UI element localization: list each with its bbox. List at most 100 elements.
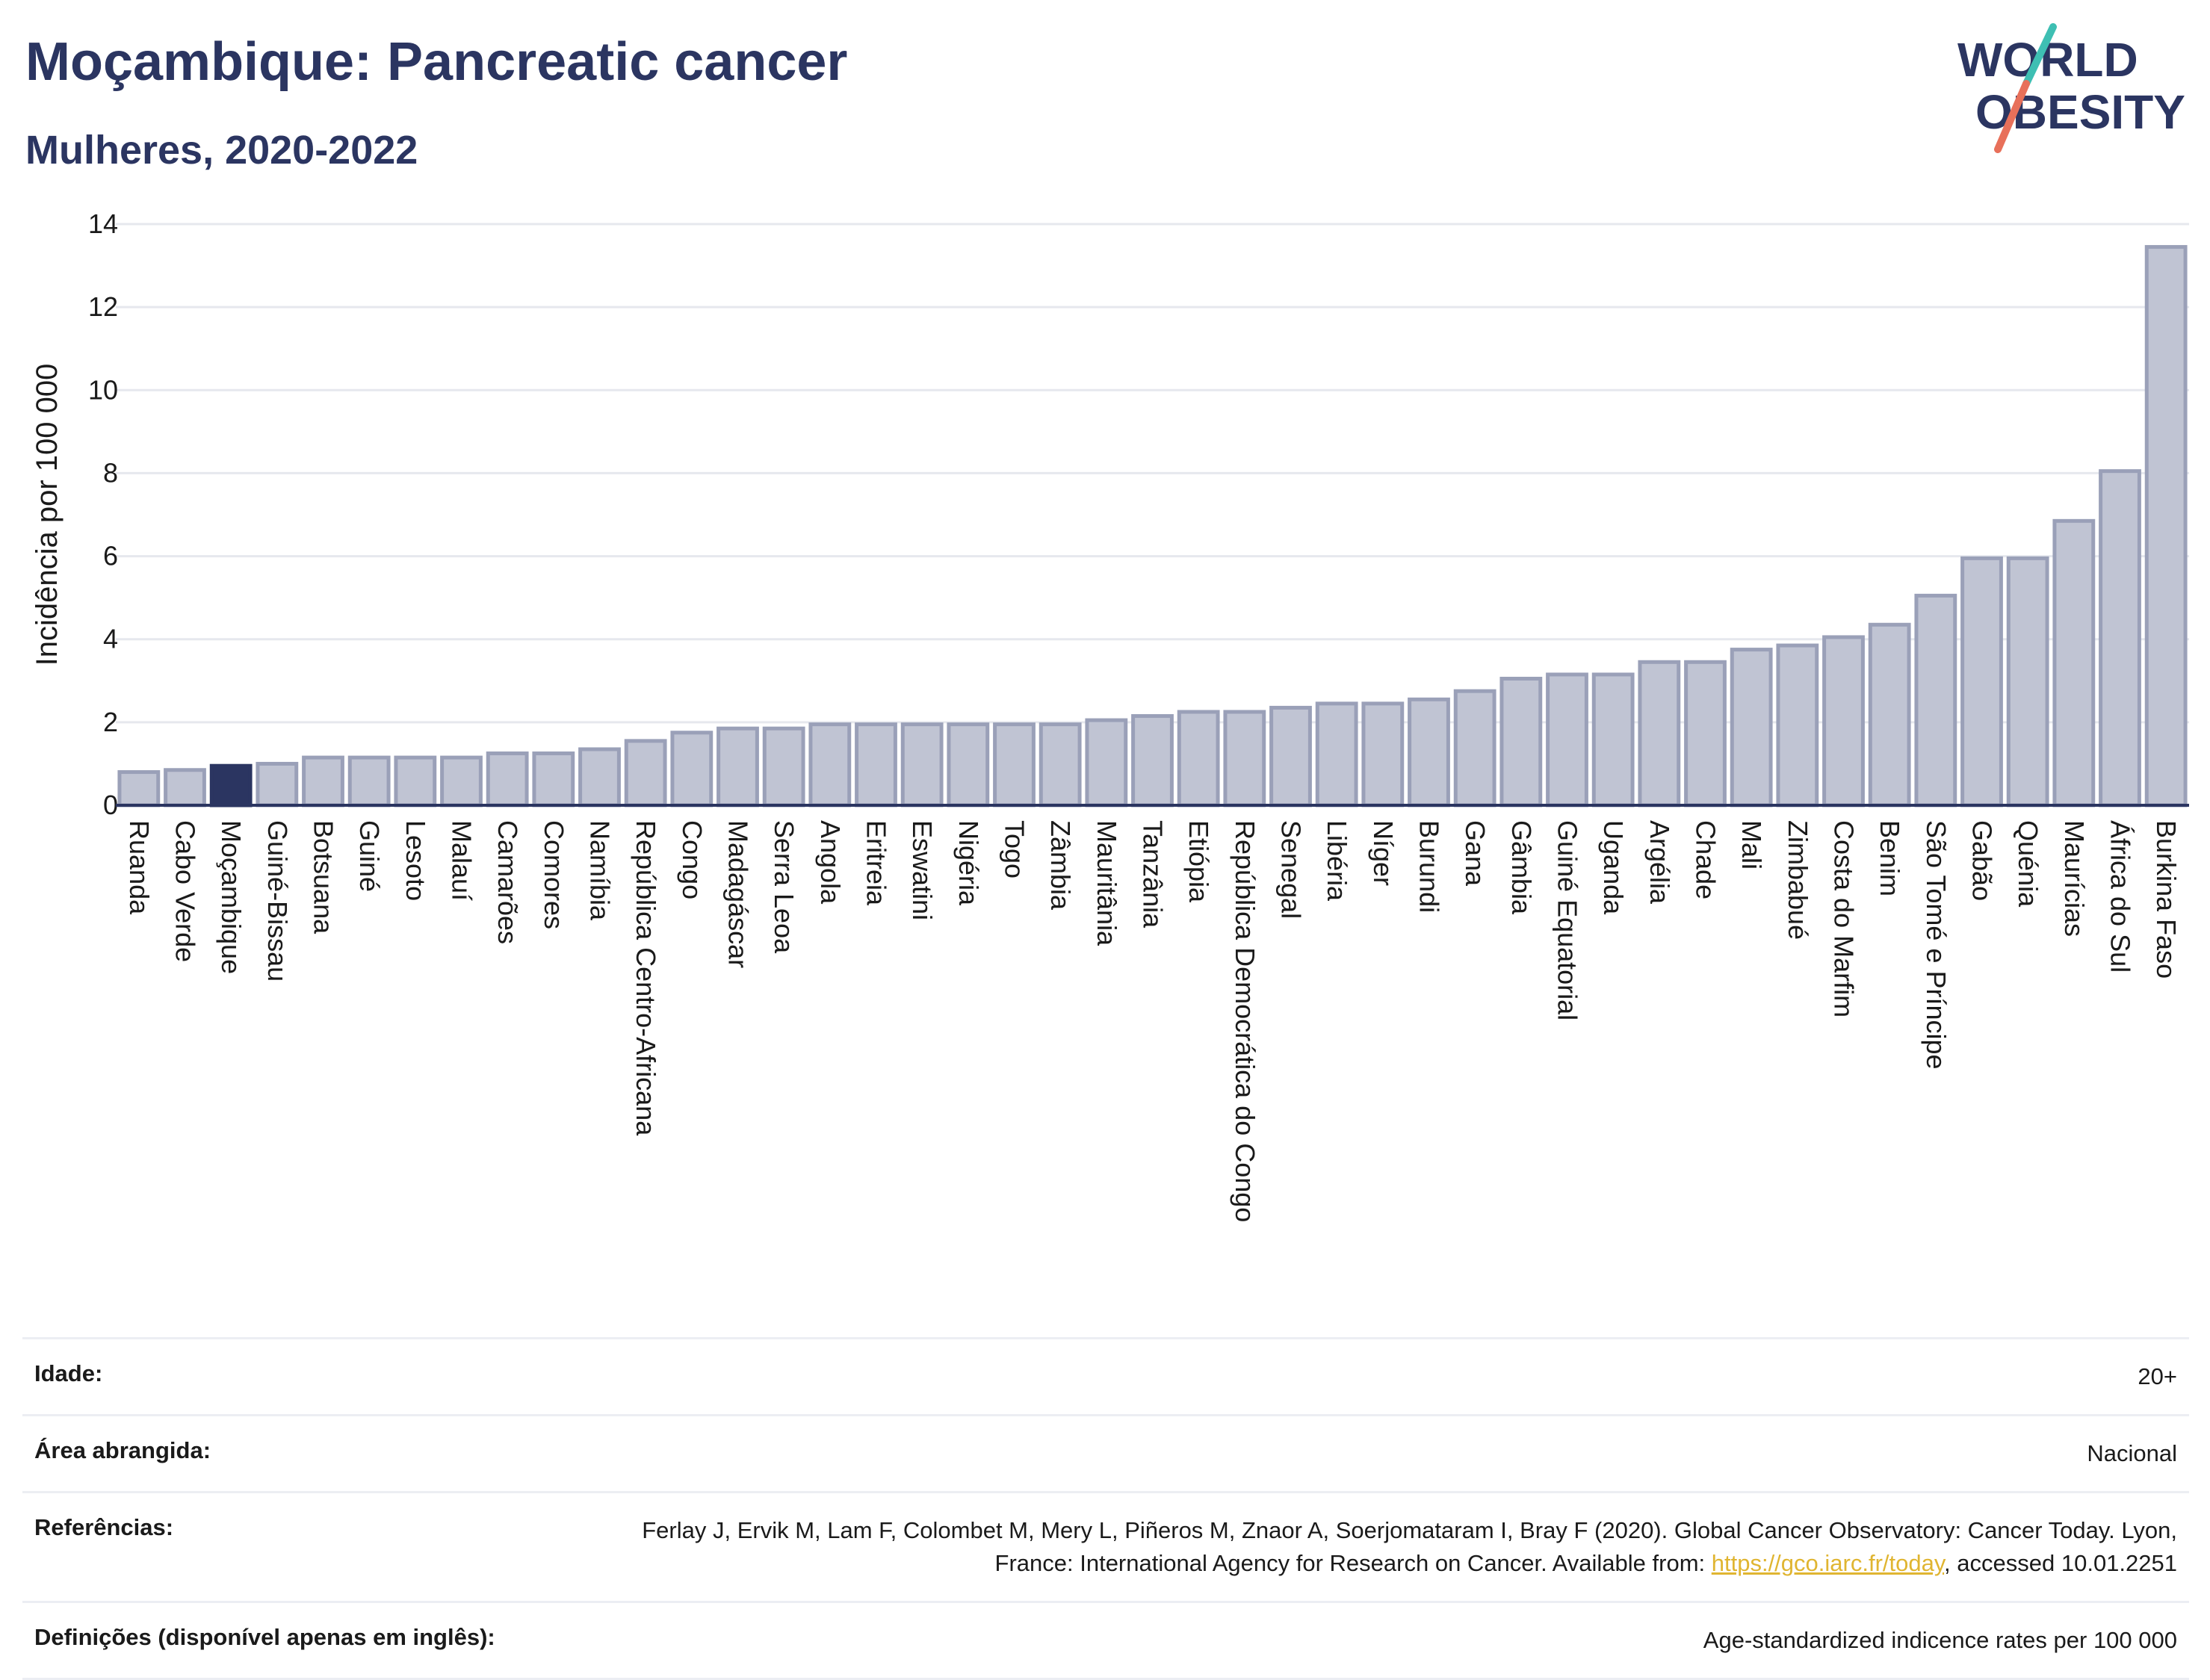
x-tick-label: Gâmbia (1506, 820, 1537, 915)
bar-libéria[interactable] (1315, 701, 1358, 808)
x-tick-label: Tanzânia (1138, 820, 1169, 929)
bar-serra-leoa[interactable] (762, 726, 805, 808)
bar-eswatini[interactable] (900, 722, 944, 808)
bar-argélia[interactable] (1638, 660, 1681, 808)
logo-slash-coral (1994, 80, 2030, 153)
bar-costa-do-marfim[interactable] (1822, 635, 1865, 808)
info-row-age: Idade: 20+ (22, 1337, 2189, 1414)
x-tick-label: Lesoto (400, 820, 431, 901)
bar-guiné-equatorial[interactable] (1546, 672, 1588, 808)
y-tick-label: 14 (88, 208, 118, 239)
x-tick-label: Namíbia (585, 820, 616, 921)
x-tick-label: Nigéria (953, 820, 984, 906)
bar-níger[interactable] (1361, 701, 1405, 808)
x-tick-label: Libéria (1322, 820, 1352, 902)
bar-uganda[interactable] (1591, 672, 1635, 808)
bar-zimbabué[interactable] (1776, 643, 1819, 808)
bar-mali[interactable] (1730, 648, 1773, 808)
x-tick-label: Congo (677, 820, 708, 899)
bar-ruanda[interactable] (117, 770, 161, 808)
info-value: 20+ (2138, 1363, 2177, 1389)
bar-áfrica-do-sul[interactable] (2099, 469, 2141, 808)
bar-namíbia[interactable] (578, 747, 621, 808)
bar-burundi[interactable] (1408, 697, 1450, 808)
y-tick-label: 6 (103, 541, 118, 571)
x-tick-label: Burkina Faso (2151, 820, 2182, 979)
x-tick-label: Ruanda (124, 820, 155, 915)
info-row-area: Área abrangida: Nacional (22, 1414, 2189, 1491)
bar-madagáscar[interactable] (716, 726, 759, 808)
page-subtitle: Mulheres, 2020-2022 (25, 128, 418, 173)
x-tick-label: Mauritânia (1092, 820, 1122, 946)
world-obesity-logo: WORLD OBESITY (1957, 23, 2185, 153)
bar-congo[interactable] (670, 731, 714, 808)
bar-benim[interactable] (1868, 622, 1911, 808)
bar-maurícias[interactable] (2052, 518, 2096, 808)
bar-gabão[interactable] (1960, 556, 2003, 808)
x-tick-label: Uganda (1598, 820, 1629, 915)
bar-guiné[interactable] (347, 755, 391, 808)
bar-camarões[interactable] (486, 751, 529, 808)
bar-mauritânia[interactable] (1085, 718, 1128, 808)
page-title: Moçambique: Pancreatic cancer (25, 32, 848, 92)
bar-cabo-verde[interactable] (164, 768, 206, 808)
info-label: Área abrangida: (34, 1437, 211, 1463)
bar-são-tomé-e-príncipe[interactable] (1914, 593, 1957, 808)
bar-malauí[interactable] (440, 755, 483, 808)
x-tick-label: República Centro-Africana (631, 820, 661, 1136)
x-tick-label: Zimbabué (1783, 820, 1813, 940)
x-tick-label: Eswatini (907, 820, 938, 920)
x-tick-label: Níger (1368, 820, 1399, 886)
x-tick-label: Gana (1460, 820, 1491, 887)
bar-comores[interactable] (532, 751, 575, 808)
x-tick-label: Gabão (1967, 820, 1998, 901)
logo-slash-teal (2022, 23, 2057, 87)
bar-etiópia[interactable] (1177, 710, 1220, 808)
info-table: Idade: 20+ Área abrangida: Nacional Refe… (22, 1337, 2189, 1680)
bar-gana[interactable] (1453, 689, 1496, 808)
x-tick-label: Zâmbia (1045, 820, 1076, 911)
x-tick-label: Botsuana (309, 820, 339, 934)
bar-togo[interactable] (993, 722, 1036, 808)
info-value: Age-standardized indicence rates per 100… (1703, 1627, 2177, 1653)
x-tick-label: Angola (815, 820, 846, 905)
bar-quénia[interactable] (2006, 556, 2049, 808)
y-tick-label: 10 (88, 374, 118, 405)
info-value-references: Ferlay J, Ervik M, Lam F, Colombet M, Me… (608, 1514, 2177, 1580)
info-label: Idade: (34, 1360, 103, 1386)
x-tick-label: Serra Leoa (769, 820, 799, 954)
info-row-definitions: Definições (disponível apenas em inglês)… (22, 1601, 2189, 1680)
reference-link[interactable]: https://gco.iarc.fr/today (1711, 1550, 1945, 1576)
bar-tanzânia[interactable] (1131, 714, 1174, 808)
x-tick-label: Comores (539, 820, 569, 929)
x-tick-label: Quénia (2013, 820, 2043, 908)
bar-senegal[interactable] (1269, 705, 1312, 808)
bar-gâmbia[interactable] (1499, 677, 1543, 808)
bar-república-centro-africana[interactable] (624, 739, 667, 808)
y-tick-label: 2 (103, 707, 118, 737)
bar-eritreia[interactable] (855, 722, 897, 808)
x-tick-label: África do Sul (2105, 820, 2136, 973)
bar-botsuana[interactable] (302, 755, 344, 808)
x-tick-label: Senegal (1276, 820, 1307, 919)
bar-burkina-faso[interactable] (2144, 245, 2188, 808)
bar-zâmbia[interactable] (1039, 722, 1082, 808)
bar-lesoto[interactable] (394, 755, 437, 808)
bar-república-democrática-do-congo[interactable] (1223, 710, 1266, 808)
x-tick-label: República Democrática do Congo (1230, 820, 1260, 1222)
bar-chade[interactable] (1684, 660, 1727, 808)
bar-angola[interactable] (808, 722, 852, 808)
bar-chart: 0 2 4 6 8 10 12 14 Incidência por 100 000 Ruanda C… (31, 208, 2189, 1222)
bar-moçambique[interactable] (209, 763, 253, 808)
x-tick-label: Costa do Marfim (1829, 820, 1860, 1017)
x-tick-label: Etiópia (1183, 820, 1214, 903)
bar-guiné-bissau[interactable] (256, 761, 299, 808)
reference-text: Ferlay J, Ervik M, Lam F, Colombet M, Me… (642, 1517, 2177, 1576)
y-tick-label: 4 (103, 624, 118, 654)
x-tick-label: Eritreia (861, 820, 892, 906)
bar-nigéria[interactable] (947, 722, 990, 808)
info-row-references: Referências: Ferlay J, Ervik M, Lam F, C… (22, 1491, 2189, 1601)
info-value: Nacional (2087, 1440, 2177, 1466)
reference-suffix: , accessed 10.01.2251 (1944, 1550, 2177, 1576)
x-tick-label: Togo (1000, 820, 1030, 878)
